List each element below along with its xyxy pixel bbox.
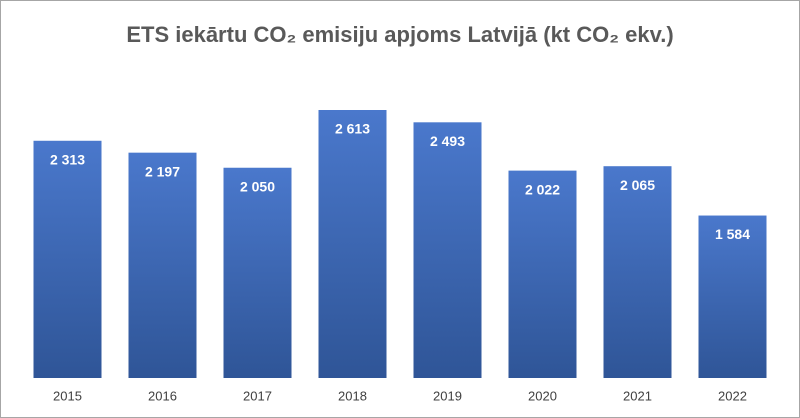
value-label: 2 613 [335,121,370,137]
value-label: 2 065 [620,177,655,193]
x-tick-label: 2020 [528,388,557,403]
x-tick-label: 2021 [623,388,652,403]
x-tick-label: 2016 [148,388,177,403]
bar [318,110,387,378]
bar [698,215,767,378]
bar [508,170,577,378]
x-tick-label: 2017 [243,388,272,403]
value-label: 2 493 [430,133,465,149]
bar [128,152,197,378]
bar [413,122,482,378]
value-label: 2 197 [145,163,180,179]
x-tick-label: 2022 [718,388,747,403]
bar [33,140,102,378]
bar [223,167,292,378]
value-label: 2 022 [525,181,560,197]
value-label: 1 584 [715,226,750,242]
bar [603,166,672,378]
x-tick-label: 2015 [53,388,82,403]
x-tick-label: 2018 [338,388,367,403]
x-tick-label: 2019 [433,388,462,403]
chart-title: ETS iekārtu CO₂ emisiju apjoms Latvijā (… [126,22,673,47]
value-label: 2 313 [50,151,85,167]
value-label: 2 050 [240,178,275,194]
